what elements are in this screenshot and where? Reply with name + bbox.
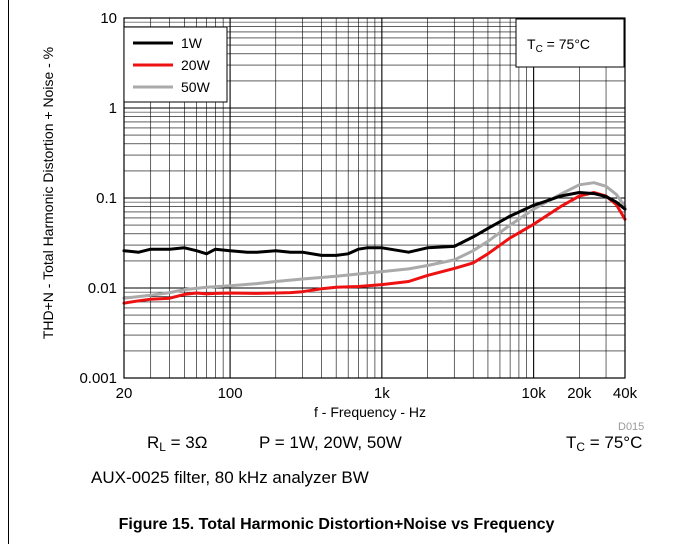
filter-note: AUX-0025 filter, 80 kHz analyzer BW	[91, 468, 369, 487]
y-tick-label: 1	[109, 100, 117, 117]
y-tick-label: 0.01	[88, 280, 117, 297]
power-condition: P = 1W, 20W, 50W	[259, 433, 402, 452]
series-line-50w	[122, 181, 627, 300]
temperature-annotation: TC = 75°C	[527, 36, 590, 55]
legend-label-50w: 50W	[181, 79, 211, 95]
thd-n-vs-frequency-chart: 20 100 1k 10k 20k 40k 10 1 0.1 0.01 0.001 THD+N - …	[40, 10, 644, 430]
temperature-condition: TC = 75°C	[566, 433, 643, 454]
x-tick-label: 20k	[567, 385, 592, 402]
x-tick-label: 40k	[613, 385, 638, 402]
x-tick-label: 1k	[374, 385, 390, 402]
x-tick-label: 10k	[522, 385, 547, 402]
legend-label-1w: 1W	[181, 35, 203, 51]
page-left-border	[8, 0, 9, 544]
series-lines	[122, 181, 627, 305]
x-tick-label: 100	[218, 385, 243, 402]
y-tick-label: 10	[100, 10, 117, 27]
series-line-1w	[122, 191, 627, 257]
legend: 1W 20W 50W	[123, 26, 228, 103]
y-tick-label: 0.001	[79, 370, 117, 387]
temperature-annotation-box: TC = 75°C	[515, 18, 625, 68]
plot-frame	[123, 17, 626, 379]
y-tick-label: 0.1	[96, 190, 117, 207]
x-tick-label: 20	[116, 385, 133, 402]
tick-labels: 20 100 1k 10k 20k 40k 10 1 0.1 0.01 0.001	[79, 10, 637, 402]
figure-id: D015	[618, 421, 644, 430]
load-resistance-condition: RL = 3Ω	[147, 433, 208, 454]
y-axis-label: THD+N - Total Harmonic Distortion + Nois…	[40, 47, 56, 339]
legend-label-20w: 20W	[181, 57, 211, 73]
series-line-20w	[122, 191, 627, 305]
x-axis-label: f - Frequency - Hz	[314, 404, 426, 420]
figure-caption: Figure 15. Total Harmonic Distortion+Noi…	[118, 516, 555, 533]
